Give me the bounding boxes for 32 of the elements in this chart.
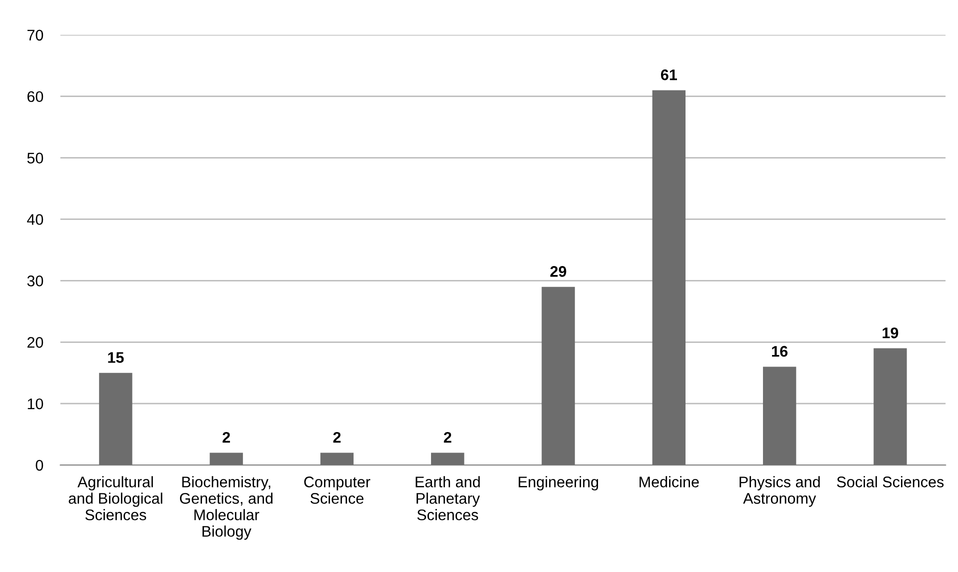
data-label: 16: [772, 346, 788, 357]
y-tick-label: 60: [27, 91, 44, 102]
bar: [762, 366, 796, 466]
y-tick-label: 10: [28, 398, 44, 410]
data-label: 2: [444, 432, 452, 443]
y-tick-label: 50: [27, 152, 44, 164]
x-tick-label: Biochemistry, Genetics, and Molecular Biology: [180, 476, 272, 540]
data-label: 2: [222, 432, 230, 443]
bar: [99, 372, 132, 466]
x-tick-label: Engineering: [518, 476, 598, 490]
bar: [542, 286, 575, 466]
bar: [652, 90, 686, 466]
data-label: 29: [550, 266, 566, 277]
bar: [874, 348, 907, 466]
data-label: 19: [882, 328, 898, 338]
x-tick-label: Computer Science: [304, 476, 370, 504]
bar: [210, 452, 243, 466]
x-tick-label: Social Sciences: [836, 476, 944, 488]
x-tick-label: Earth and Planetary Sciences: [416, 476, 480, 520]
y-tick-label: 70: [27, 30, 44, 41]
bar: [431, 452, 464, 466]
x-tick-label: Medicine: [640, 476, 699, 488]
y-tick-label: 40: [27, 214, 44, 225]
data-label: 2: [333, 432, 341, 443]
y-tick-label: 30: [27, 276, 44, 286]
x-tick-label: Agricultural and Biological Sciences: [68, 476, 162, 520]
data-label: 61: [660, 69, 677, 80]
y-tick-label: 0: [36, 460, 44, 471]
data-label: 15: [108, 352, 124, 363]
x-tick-label: Physics and Astronomy: [740, 476, 820, 507]
y-tick-label: 20: [27, 337, 44, 348]
bar: [320, 452, 354, 466]
